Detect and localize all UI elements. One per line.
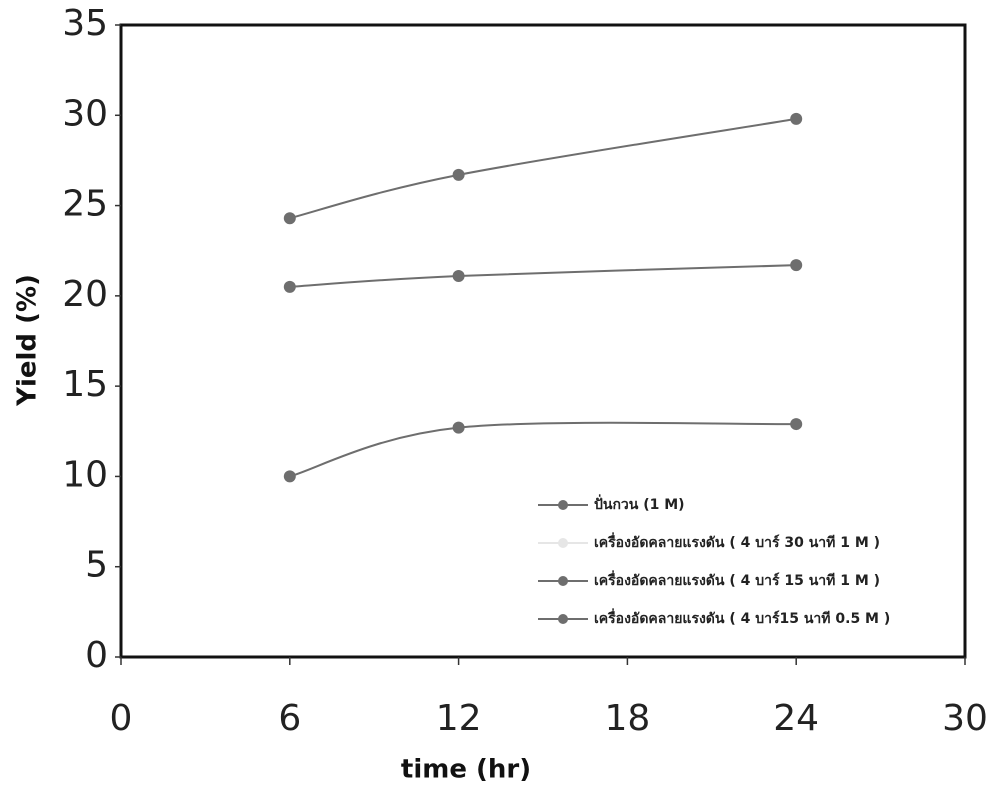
data-point	[790, 418, 802, 430]
legend-marker	[558, 500, 568, 510]
y-tick-label: 30	[62, 93, 108, 134]
data-point	[284, 212, 296, 224]
legend-marker	[558, 576, 568, 586]
y-tick-label: 0	[85, 635, 108, 676]
data-point	[284, 470, 296, 482]
legend-label: ปั่นกวน (1 M)	[594, 494, 685, 513]
x-tick-label: 24	[773, 698, 819, 739]
legend-marker	[558, 614, 568, 624]
y-tick-label: 25	[62, 184, 108, 225]
page: {"chart_data": {"type": "line", "x_label…	[0, 0, 990, 787]
plot-frame	[121, 25, 965, 657]
y-tick-label: 10	[62, 454, 108, 495]
series-line	[290, 119, 796, 218]
x-tick-label: 0	[110, 698, 133, 739]
legend-marker	[558, 538, 568, 548]
series-line	[290, 423, 796, 477]
x-axis-label: time (hr)	[401, 755, 531, 785]
data-point	[453, 169, 465, 181]
y-tick-label: 15	[62, 364, 108, 405]
legend-label: เครื่องอัดคลายแรงดัน ( 4 บาร์15 นาที 0.5…	[594, 608, 890, 627]
data-point	[790, 113, 802, 125]
y-tick-label: 35	[62, 3, 108, 44]
data-point	[790, 259, 802, 271]
legend-label: เครื่องอัดคลายแรงดัน ( 4 บาร์ 30 นาที 1 …	[594, 532, 880, 551]
y-tick-label: 5	[85, 545, 108, 586]
data-point	[284, 281, 296, 293]
y-tick-label: 20	[62, 274, 108, 315]
x-tick-label: 30	[942, 698, 988, 739]
y-axis-label: Yield (%)	[13, 274, 43, 407]
x-tick-label: 6	[278, 698, 301, 739]
legend-label: เครื่องอัดคลายแรงดัน ( 4 บาร์ 15 นาที 1 …	[594, 570, 880, 589]
data-point	[453, 270, 465, 282]
x-tick-label: 18	[604, 698, 650, 739]
x-tick-label: 12	[436, 698, 482, 739]
data-point	[453, 422, 465, 434]
chart: time (hr) Yield (%) 0 5 10 15 20 25 30 35 0 6 12 18…	[0, 0, 990, 787]
series-line	[290, 265, 796, 287]
